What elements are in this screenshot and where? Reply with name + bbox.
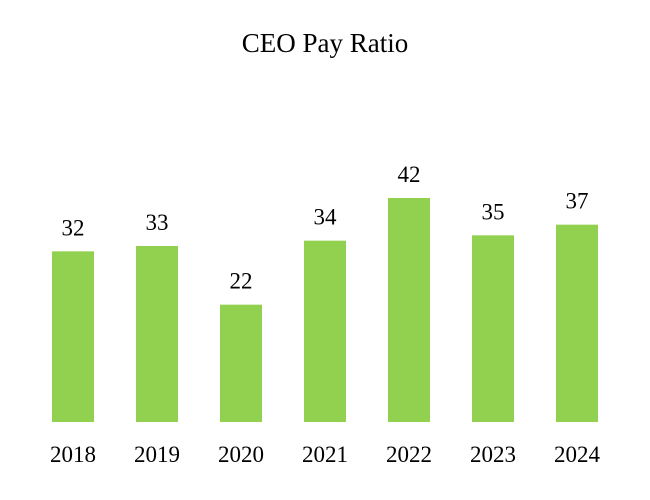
x-tick-label-2024: 2024 xyxy=(554,442,601,467)
value-label-2021: 34 xyxy=(314,205,338,230)
value-label-2020: 22 xyxy=(230,269,253,294)
x-axis-tick-labels: 2018 2019 2020 2021 2022 2023 2024 xyxy=(50,442,601,467)
value-label-2018: 32 xyxy=(62,215,85,240)
bar-2021 xyxy=(304,240,346,422)
value-label-2024: 37 xyxy=(566,189,589,214)
value-labels-group: 32 33 22 34 42 35 37 xyxy=(62,162,589,294)
bar-2022 xyxy=(388,198,430,422)
bars-group xyxy=(52,198,598,422)
bar-2024 xyxy=(556,224,598,422)
bar-2023 xyxy=(472,235,514,422)
x-tick-label-2018: 2018 xyxy=(50,442,96,467)
x-tick-label-2019: 2019 xyxy=(134,442,180,467)
x-tick-label-2021: 2021 xyxy=(302,442,348,467)
bar-2020 xyxy=(220,304,262,422)
x-tick-label-2022: 2022 xyxy=(386,442,432,467)
x-tick-label-2020: 2020 xyxy=(218,442,264,467)
bar-2019 xyxy=(136,246,178,422)
bar-2018 xyxy=(52,251,94,422)
x-tick-label-2023: 2023 xyxy=(470,442,516,467)
value-label-2023: 35 xyxy=(482,199,505,224)
chart-title: CEO Pay Ratio xyxy=(242,28,409,58)
value-label-2019: 33 xyxy=(146,210,169,235)
value-label-2022: 42 xyxy=(398,162,421,187)
